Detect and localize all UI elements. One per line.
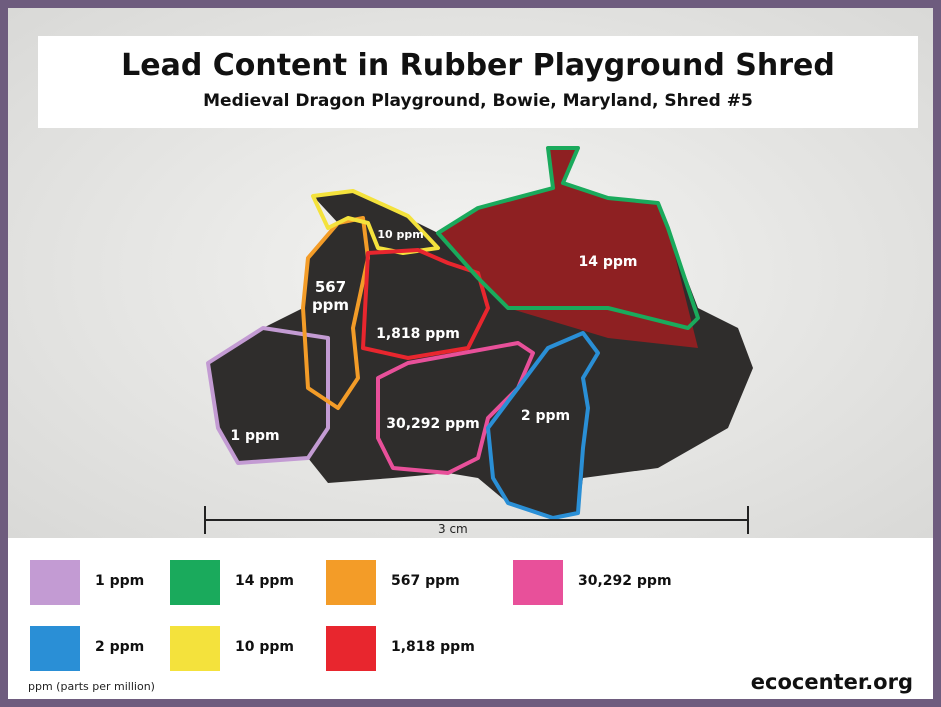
legend-swatch — [30, 560, 80, 605]
legend-label: 30,292 ppm — [578, 573, 672, 589]
infographic: Lead Content in Rubber Playground Shred … — [0, 0, 941, 707]
region-label: 1,818 ppm — [368, 326, 468, 342]
source: ecocenter.org — [751, 670, 913, 694]
region-label: 2 ppm — [508, 408, 583, 424]
legend-label: 2 ppm — [95, 639, 144, 655]
legend-label: 10 ppm — [235, 639, 294, 655]
title-box: Lead Content in Rubber Playground Shred … — [38, 36, 918, 128]
region-label: 30,292 ppm — [378, 416, 488, 432]
region-label: 567 ppm — [308, 278, 353, 314]
subtitle: Medieval Dragon Playground, Bowie, Maryl… — [38, 91, 918, 111]
legend-swatch — [326, 560, 376, 605]
region-label: 10 ppm — [368, 228, 433, 241]
region-label: 14 ppm — [568, 254, 648, 270]
legend-label: 14 ppm — [235, 573, 294, 589]
legend-label: 567 ppm — [391, 573, 460, 589]
legend-label: 1 ppm — [95, 573, 144, 589]
region-label: 1 ppm — [220, 428, 290, 444]
legend-label: 1,818 ppm — [391, 639, 475, 655]
footnote: ppm (parts per million) — [28, 680, 155, 693]
legend: ppm (parts per million) ecocenter.org 1 … — [8, 538, 933, 699]
legend-swatch — [326, 626, 376, 671]
title: Lead Content in Rubber Playground Shred — [38, 48, 918, 83]
legend-swatch — [30, 626, 80, 671]
legend-swatch — [170, 626, 220, 671]
legend-swatch — [513, 560, 563, 605]
scale-label: 3 cm — [438, 522, 468, 536]
legend-swatch — [170, 560, 220, 605]
